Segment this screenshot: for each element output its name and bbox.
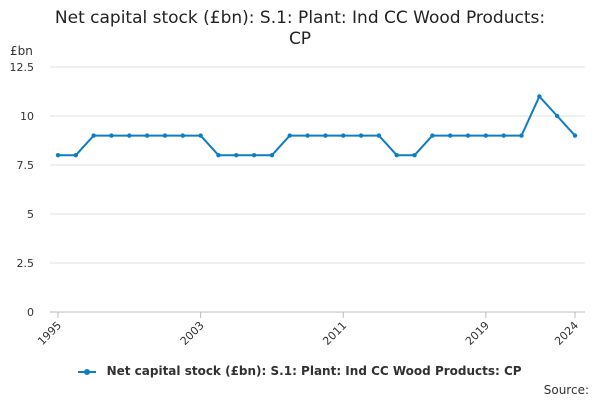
data-point xyxy=(376,133,382,138)
data-point xyxy=(341,133,346,138)
data-point xyxy=(55,153,61,158)
data-point xyxy=(251,153,257,158)
x-axis: 1995 2003 2011 2019 2024 xyxy=(35,312,581,348)
data-point xyxy=(91,133,96,138)
data-point xyxy=(394,153,399,158)
data-point xyxy=(430,133,435,138)
y-tick-label: 2.5 xyxy=(17,257,35,270)
x-tick-label: 2024 xyxy=(552,319,581,348)
series-line-group xyxy=(55,94,578,158)
data-point xyxy=(216,153,221,158)
data-point xyxy=(127,133,132,138)
data-point xyxy=(198,133,203,138)
source-label: Source: xyxy=(543,383,589,397)
data-point xyxy=(162,133,168,138)
y-tick-label: 0 xyxy=(27,306,34,319)
data-point xyxy=(269,153,275,158)
data-point xyxy=(73,153,79,158)
data-point xyxy=(412,153,417,158)
data-point xyxy=(180,133,185,138)
data-point xyxy=(144,133,150,138)
data-point xyxy=(448,133,453,138)
grid-lines xyxy=(50,66,585,313)
y-axis-tick-labels: 0 2.5 5 7.5 10 12.5 xyxy=(10,61,35,319)
data-point xyxy=(305,133,310,138)
data-point xyxy=(323,133,328,138)
data-point xyxy=(519,133,524,138)
legend-swatch xyxy=(78,368,97,375)
series-line xyxy=(58,95,576,157)
x-tick-label: 2011 xyxy=(320,319,349,348)
y-axis-unit-label: £bn xyxy=(10,44,33,58)
data-point xyxy=(465,133,471,138)
data-point xyxy=(109,133,114,138)
x-tick-label: 2019 xyxy=(463,319,492,348)
data-point xyxy=(537,94,542,99)
data-point xyxy=(234,153,239,158)
chart-title: Net capital stock (£bn): S.1: Plant: Ind… xyxy=(0,8,600,50)
y-tick-label: 7.5 xyxy=(17,159,35,172)
data-point xyxy=(287,133,292,138)
y-tick-label: 5 xyxy=(27,208,34,221)
x-tick-label: 2003 xyxy=(178,319,207,348)
data-point xyxy=(572,133,578,138)
x-tick-label: 1995 xyxy=(35,319,64,348)
y-tick-label: 12.5 xyxy=(10,61,35,74)
chart-title-line-1: Net capital stock (£bn): S.1: Plant: Ind… xyxy=(54,8,546,28)
chart-legend: Net capital stock (£bn): S.1: Plant: Ind… xyxy=(0,364,600,378)
data-point xyxy=(358,133,364,138)
data-point xyxy=(501,133,506,138)
chart-title-line-2: CP xyxy=(288,29,312,49)
data-point xyxy=(483,133,489,138)
y-tick-label: 10 xyxy=(20,110,34,123)
data-point xyxy=(554,113,560,119)
legend-label: Net capital stock (£bn): S.1: Plant: Ind… xyxy=(106,364,522,378)
